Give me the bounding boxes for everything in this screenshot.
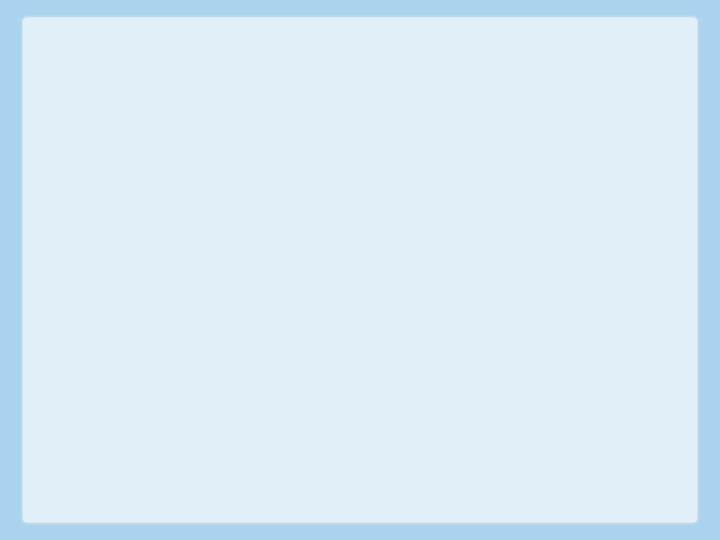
Bar xyxy=(491,426,609,455)
Text: 22: 22 xyxy=(591,457,609,471)
Text: 2: 2 xyxy=(474,433,484,448)
Text: Hotel A Residents: Hotel A Residents xyxy=(283,135,455,154)
Text: Unknown: Unknown xyxy=(194,433,271,448)
Bar xyxy=(145,335,278,366)
Bar xyxy=(377,275,491,306)
Text: 60–69: 60–69 xyxy=(223,373,271,388)
Text: Percentage: Percentage xyxy=(503,253,597,268)
Text: 160: 160 xyxy=(454,313,484,328)
Bar xyxy=(278,275,377,306)
Bar xyxy=(278,426,377,455)
Text: 50–59: 50–59 xyxy=(223,343,271,358)
Bar xyxy=(377,335,491,366)
Text: ≥70: ≥70 xyxy=(238,403,271,418)
Text: Sick: Sick xyxy=(310,253,344,268)
Text: 5.6: 5.6 xyxy=(576,313,602,328)
Text: 44: 44 xyxy=(464,283,484,298)
Text: 11: 11 xyxy=(350,403,371,418)
Bar xyxy=(491,306,609,335)
Bar xyxy=(491,275,609,306)
Text: 40–49: 40–49 xyxy=(223,313,271,328)
Text: Time: July 21–24, 1976: Time: July 21–24, 1976 xyxy=(258,150,480,169)
Bar xyxy=(377,366,491,395)
Bar xyxy=(145,366,278,395)
Text: Total: Total xyxy=(414,253,454,268)
Text: Unit: Unit xyxy=(420,222,448,235)
Text: ≥39: ≥39 xyxy=(238,283,271,298)
Text: Age (yrs): Age (yrs) xyxy=(174,253,250,268)
Text: 6.8: 6.8 xyxy=(576,283,602,298)
Bar xyxy=(278,366,377,395)
Bar xyxy=(145,246,278,275)
Text: 12: 12 xyxy=(351,373,371,388)
Text: 8.4: 8.4 xyxy=(576,343,602,358)
Bar xyxy=(491,335,609,366)
Bar xyxy=(377,306,491,335)
Bar xyxy=(145,275,278,306)
Bar xyxy=(278,246,377,275)
Text: 320: 320 xyxy=(454,343,484,358)
Text: 11.1: 11.1 xyxy=(566,373,602,388)
Bar xyxy=(278,395,377,426)
Bar xyxy=(145,395,278,426)
Bar xyxy=(491,246,609,275)
Bar xyxy=(145,426,278,455)
Text: 3: 3 xyxy=(361,283,371,298)
Text: 0: 0 xyxy=(361,433,371,448)
Bar xyxy=(145,306,278,335)
Text: Frequency: Frequency xyxy=(293,222,362,235)
Bar xyxy=(491,395,609,426)
Text: 0: 0 xyxy=(592,433,602,448)
Bar xyxy=(491,366,609,395)
Bar xyxy=(377,426,491,455)
Text: 54: 54 xyxy=(464,403,484,418)
Bar xyxy=(278,335,377,366)
Bar xyxy=(377,246,491,275)
Text: Legionnaires’ Disease Rate: Legionnaires’ Disease Rate xyxy=(166,93,572,119)
Bar xyxy=(278,306,377,335)
Text: 27: 27 xyxy=(351,343,371,358)
Text: 9: 9 xyxy=(361,313,371,328)
Text: 20.4: 20.4 xyxy=(566,403,602,418)
Text: 108: 108 xyxy=(454,373,484,388)
Text: Rate: Rate xyxy=(535,222,565,235)
Bar xyxy=(377,395,491,426)
